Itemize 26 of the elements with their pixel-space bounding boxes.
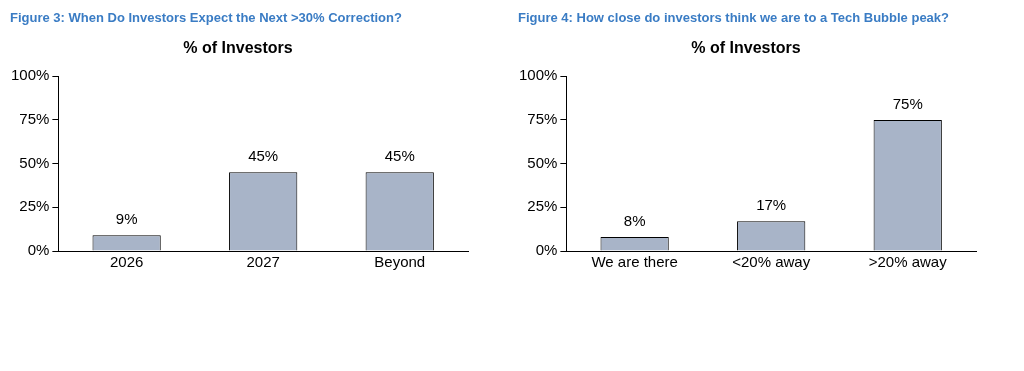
data-label: 9% xyxy=(115,209,138,227)
x-tick-label: >20% away xyxy=(868,253,948,271)
x-tick-label: <20% away xyxy=(732,253,811,271)
y-tick-label: 100% xyxy=(10,66,50,84)
y-tick-label: 75% xyxy=(19,110,50,128)
chart-title: Figure 3: When Do Investors Expect the Next >30% Correction? xyxy=(10,10,403,25)
x-tick-label: 2026 xyxy=(109,253,144,271)
x-tick-label: Beyond xyxy=(374,253,426,271)
chart-title: Figure 4: How close do investors think we are to a Tech Bubble peak? xyxy=(518,10,951,25)
data-label: 8% xyxy=(623,211,646,229)
chart-subtitle: % of Investors xyxy=(691,39,801,57)
x-tick-label: We are there xyxy=(591,253,678,271)
chart-subtitle: % of Investors xyxy=(183,39,293,57)
y-tick-label: 25% xyxy=(19,197,50,215)
y-tick-label: 50% xyxy=(19,153,50,171)
data-label: 45% xyxy=(248,146,279,164)
y-tick-label: 75% xyxy=(527,110,558,128)
y-tick-label: 0% xyxy=(535,241,558,259)
data-label: 75% xyxy=(892,94,923,112)
y-tick-label: 0% xyxy=(27,241,50,259)
data-label: 45% xyxy=(384,146,415,164)
x-tick-label: 2027 xyxy=(246,253,280,271)
y-tick-label: 25% xyxy=(527,197,558,215)
data-label: 17% xyxy=(756,195,787,213)
y-tick-label: 100% xyxy=(518,66,558,84)
y-tick-label: 50% xyxy=(527,153,558,171)
